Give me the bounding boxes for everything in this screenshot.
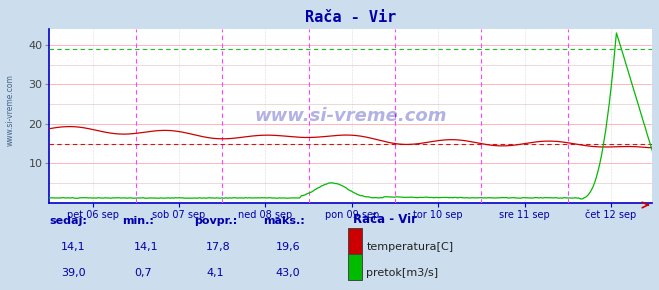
Text: maks.:: maks.: xyxy=(264,216,305,226)
Text: 39,0: 39,0 xyxy=(61,269,86,278)
Text: sedaj:: sedaj: xyxy=(49,216,87,226)
Text: 17,8: 17,8 xyxy=(206,242,231,252)
Text: min.:: min.: xyxy=(122,216,154,226)
Text: 43,0: 43,0 xyxy=(275,269,300,278)
Text: povpr.:: povpr.: xyxy=(194,216,238,226)
Text: www.si-vreme.com: www.si-vreme.com xyxy=(5,74,14,146)
Text: 19,6: 19,6 xyxy=(275,242,300,252)
Text: temperatura[C]: temperatura[C] xyxy=(366,242,453,252)
Text: Rača - Vir: Rača - Vir xyxy=(353,213,416,226)
Text: 0,7: 0,7 xyxy=(134,269,152,278)
Title: Rača - Vir: Rača - Vir xyxy=(305,10,397,25)
Text: 4,1: 4,1 xyxy=(206,269,224,278)
Text: www.si-vreme.com: www.si-vreme.com xyxy=(254,107,447,125)
Text: 14,1: 14,1 xyxy=(134,242,158,252)
Text: 14,1: 14,1 xyxy=(61,242,86,252)
Text: pretok[m3/s]: pretok[m3/s] xyxy=(366,269,438,278)
